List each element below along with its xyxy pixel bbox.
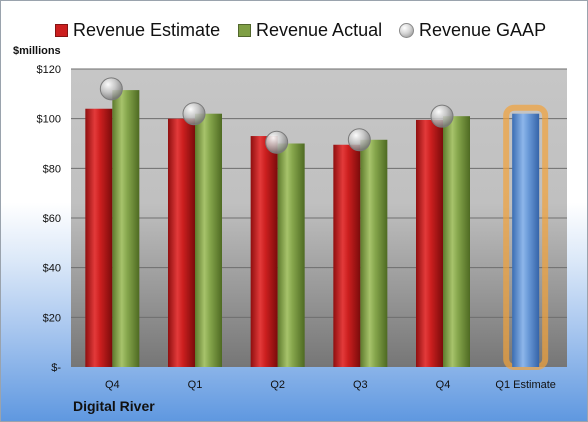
x-tick-label: Q4	[436, 379, 451, 391]
x-tick-label: Q2	[270, 379, 285, 391]
bar-actual	[195, 113, 222, 367]
y-tick-label: $80	[43, 163, 61, 175]
gaap-marker	[182, 102, 206, 126]
y-tick-label: $60	[43, 213, 61, 225]
x-axis-ticks: Q4 Q1 Q2 Q3 Q4 Q1 Estimate	[105, 379, 556, 391]
bar-actual	[277, 143, 305, 367]
bar-estimate	[85, 108, 113, 367]
y-tick-label: $20	[43, 312, 61, 324]
gaap-markers	[99, 77, 454, 154]
legend-swatch-estimate	[55, 23, 68, 37]
bar-forecast	[512, 113, 540, 367]
company-name: Digital River	[73, 398, 155, 414]
y-tick-label: $-	[51, 362, 61, 374]
legend-label-gaap: Revenue GAAP	[419, 19, 547, 40]
bar-estimate	[168, 118, 195, 368]
bar-actual	[112, 90, 140, 367]
y-axis-unit-label: $millions	[13, 45, 61, 57]
bar-estimate	[250, 136, 278, 367]
bar-actual	[360, 139, 388, 367]
y-tick-label: $100	[37, 114, 61, 126]
x-tick-label: Q1 Estimate	[495, 379, 556, 391]
y-tick-label: $120	[37, 64, 61, 76]
bar-actual	[443, 116, 470, 367]
legend-item-estimate: Revenue Estimate	[55, 17, 220, 43]
gaap-marker	[347, 128, 371, 152]
bar-estimate	[416, 119, 443, 368]
legend-swatch-gaap	[399, 22, 414, 38]
x-tick-label: Q1	[188, 379, 203, 391]
x-tick-label: Q4	[105, 379, 120, 391]
chart-legend: Revenue Estimate Revenue Actual Revenue …	[1, 17, 588, 43]
legend-item-gaap: Revenue GAAP	[399, 17, 546, 43]
bars	[85, 90, 549, 370]
x-tick-label: Q3	[353, 379, 368, 391]
y-tick-label: $40	[43, 263, 61, 275]
gaap-marker	[99, 77, 123, 101]
gaap-marker	[430, 104, 454, 128]
legend-item-actual: Revenue Actual	[238, 17, 382, 43]
gaap-marker	[265, 130, 289, 154]
legend-label-estimate: Revenue Estimate	[73, 19, 221, 40]
legend-swatch-actual	[238, 23, 251, 37]
gridlines	[71, 68, 567, 318]
bar-estimate	[333, 144, 361, 367]
y-axis-ticks: $- $20 $40 $60 $80 $100 $120	[37, 64, 62, 374]
legend-label-actual: Revenue Actual	[256, 19, 383, 40]
